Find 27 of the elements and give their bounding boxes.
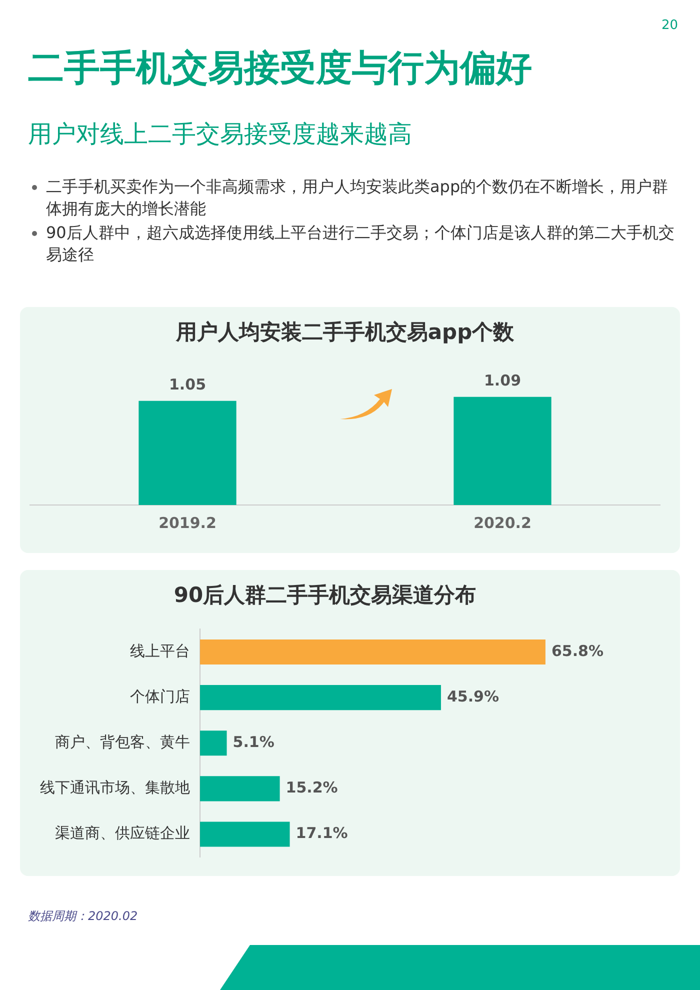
bar (200, 639, 546, 665)
data-label: 17.1% (296, 824, 348, 842)
data-label: 5.1% (232, 732, 274, 751)
bar (200, 822, 290, 847)
text: 用户对线上二手交易接受度越来越高 (28, 119, 412, 150)
data-label: 45.9% (446, 687, 500, 706)
y-tick-label: 线上平台 (130, 642, 190, 660)
bar (200, 685, 441, 710)
data-label: 65.8% (551, 642, 604, 660)
y-tick-label: 线下通讯市场、集散地 (40, 778, 190, 797)
chart-title: 用户人均安装二手手机交易app个数 (174, 320, 516, 344)
chart-title: 90后人群二手手机交易渠道分布 (174, 583, 476, 608)
text: 90后人群中，超六成选择使用线上平台进行二手交易；个体门店是该人群的第二大手机交易途径 (46, 223, 674, 264)
x-tick-label: 2019.2 (158, 514, 216, 532)
y-tick-label: 商户、背包客、黄牛 (55, 732, 190, 751)
data-label: 1.09 (484, 371, 522, 390)
text: 20 (661, 18, 678, 33)
text: 数据周期：2020.02 (28, 908, 138, 925)
bar (200, 776, 280, 802)
y-tick-label: 个体门店 (130, 687, 190, 706)
y-tick-label: 渠道商、供应链企业 (55, 824, 190, 842)
text: 二手手机交易接受度与行为偏好 (28, 47, 532, 91)
data-label: 1.05 (168, 375, 206, 394)
bar (200, 730, 227, 756)
x-tick-label: 2020.2 (474, 514, 532, 532)
text: 二手手机买卖作为一个非高频需求，用户人均安装此类app的个数仍在不断增长，用户群体拥有庞大的增长潜能 (46, 177, 668, 218)
data-label: 15.2% (286, 778, 338, 797)
